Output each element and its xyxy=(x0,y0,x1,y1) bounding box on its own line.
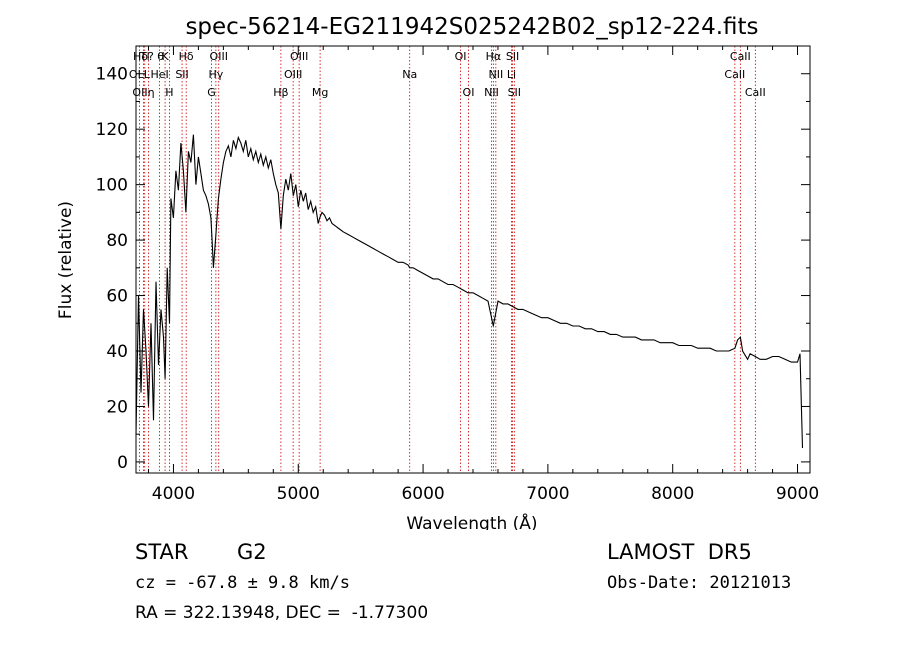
line-marker-label: Li xyxy=(507,68,516,81)
line-marker-label: SII xyxy=(175,68,188,81)
spectrum-chart: spec-56214-EG211942S025242B02_sp12-224.f… xyxy=(56,14,819,530)
line-marker-label: OLL xyxy=(129,68,151,81)
chart-title: spec-56214-EG211942S025242B02_sp12-224.f… xyxy=(185,14,758,40)
x-tick-label: 7000 xyxy=(526,484,569,504)
y-tick-label: 60 xyxy=(106,287,128,307)
line-marker-label: NII xyxy=(484,86,499,99)
redshift-readout: cz = -67.8 ± 9.8 km/s xyxy=(135,573,350,593)
plot-frame xyxy=(135,45,811,474)
line-marker-label: OI xyxy=(455,50,467,63)
y-tick-label: 20 xyxy=(106,397,128,417)
x-axis: 4000 5000 6000 7000 8000 9000 xyxy=(147,46,819,504)
spectrum-line xyxy=(135,134,804,449)
line-marker-label: G xyxy=(207,86,216,99)
survey-name: LAMOST DR5 xyxy=(607,540,752,564)
line-marker-label: OIIη xyxy=(132,86,154,99)
y-axis: 0 20 40 60 80 100 120 140 xyxy=(96,45,810,473)
spectral-line-markers xyxy=(138,46,756,473)
line-marker-label: CaII xyxy=(745,86,766,99)
x-axis-label: Wavelength (Å) xyxy=(406,512,537,530)
observation-date: Obs-Date: 20121013 xyxy=(607,573,792,593)
x-tick-label: 4000 xyxy=(152,484,195,504)
y-tick-label: 40 xyxy=(106,342,128,362)
x-tick-label: 9000 xyxy=(776,484,819,504)
y-tick-label: 140 xyxy=(96,65,128,85)
line-marker-label: Mg xyxy=(312,86,328,99)
line-marker-label: Hβ xyxy=(273,86,288,99)
y-tick-label: 100 xyxy=(96,176,128,196)
coordinates-readout: RA = 322.13948, DEC = -1.77300 xyxy=(135,603,429,623)
line-marker-label: SII xyxy=(506,50,519,63)
y-axis-label: Flux (relative) xyxy=(56,201,76,319)
x-tick-label: 5000 xyxy=(277,484,320,504)
line-marker-label: CaII xyxy=(730,50,751,63)
y-tick-label: 0 xyxy=(117,453,128,473)
line-marker-label: CaII xyxy=(724,68,745,81)
x-tick-label: 6000 xyxy=(401,484,444,504)
line-marker-label: HeI xyxy=(150,68,168,81)
line-marker-label: K xyxy=(161,50,169,63)
line-marker-label: Hδ? θ xyxy=(133,50,164,63)
line-marker-label: Hα xyxy=(486,50,502,63)
object-subclass: G2 xyxy=(237,540,267,564)
x-tick-label: 8000 xyxy=(651,484,694,504)
y-tick-label: 120 xyxy=(96,120,128,140)
y-tick-label: 80 xyxy=(106,231,128,251)
line-marker-label: OIII xyxy=(290,50,308,63)
line-marker-label: Hγ xyxy=(208,68,223,81)
line-marker-label: Na xyxy=(402,68,417,81)
line-marker-label: H xyxy=(165,86,173,99)
line-marker-label: Tl xyxy=(139,50,150,63)
line-marker-label: Hδ xyxy=(179,50,194,63)
line-marker-label: OI xyxy=(463,86,475,99)
line-marker-label: OIII xyxy=(210,50,228,63)
line-marker-label: OIII xyxy=(284,68,302,81)
object-class: STAR xyxy=(135,540,189,564)
line-marker-label: NII xyxy=(488,68,503,81)
line-marker-label: SII xyxy=(508,86,521,99)
